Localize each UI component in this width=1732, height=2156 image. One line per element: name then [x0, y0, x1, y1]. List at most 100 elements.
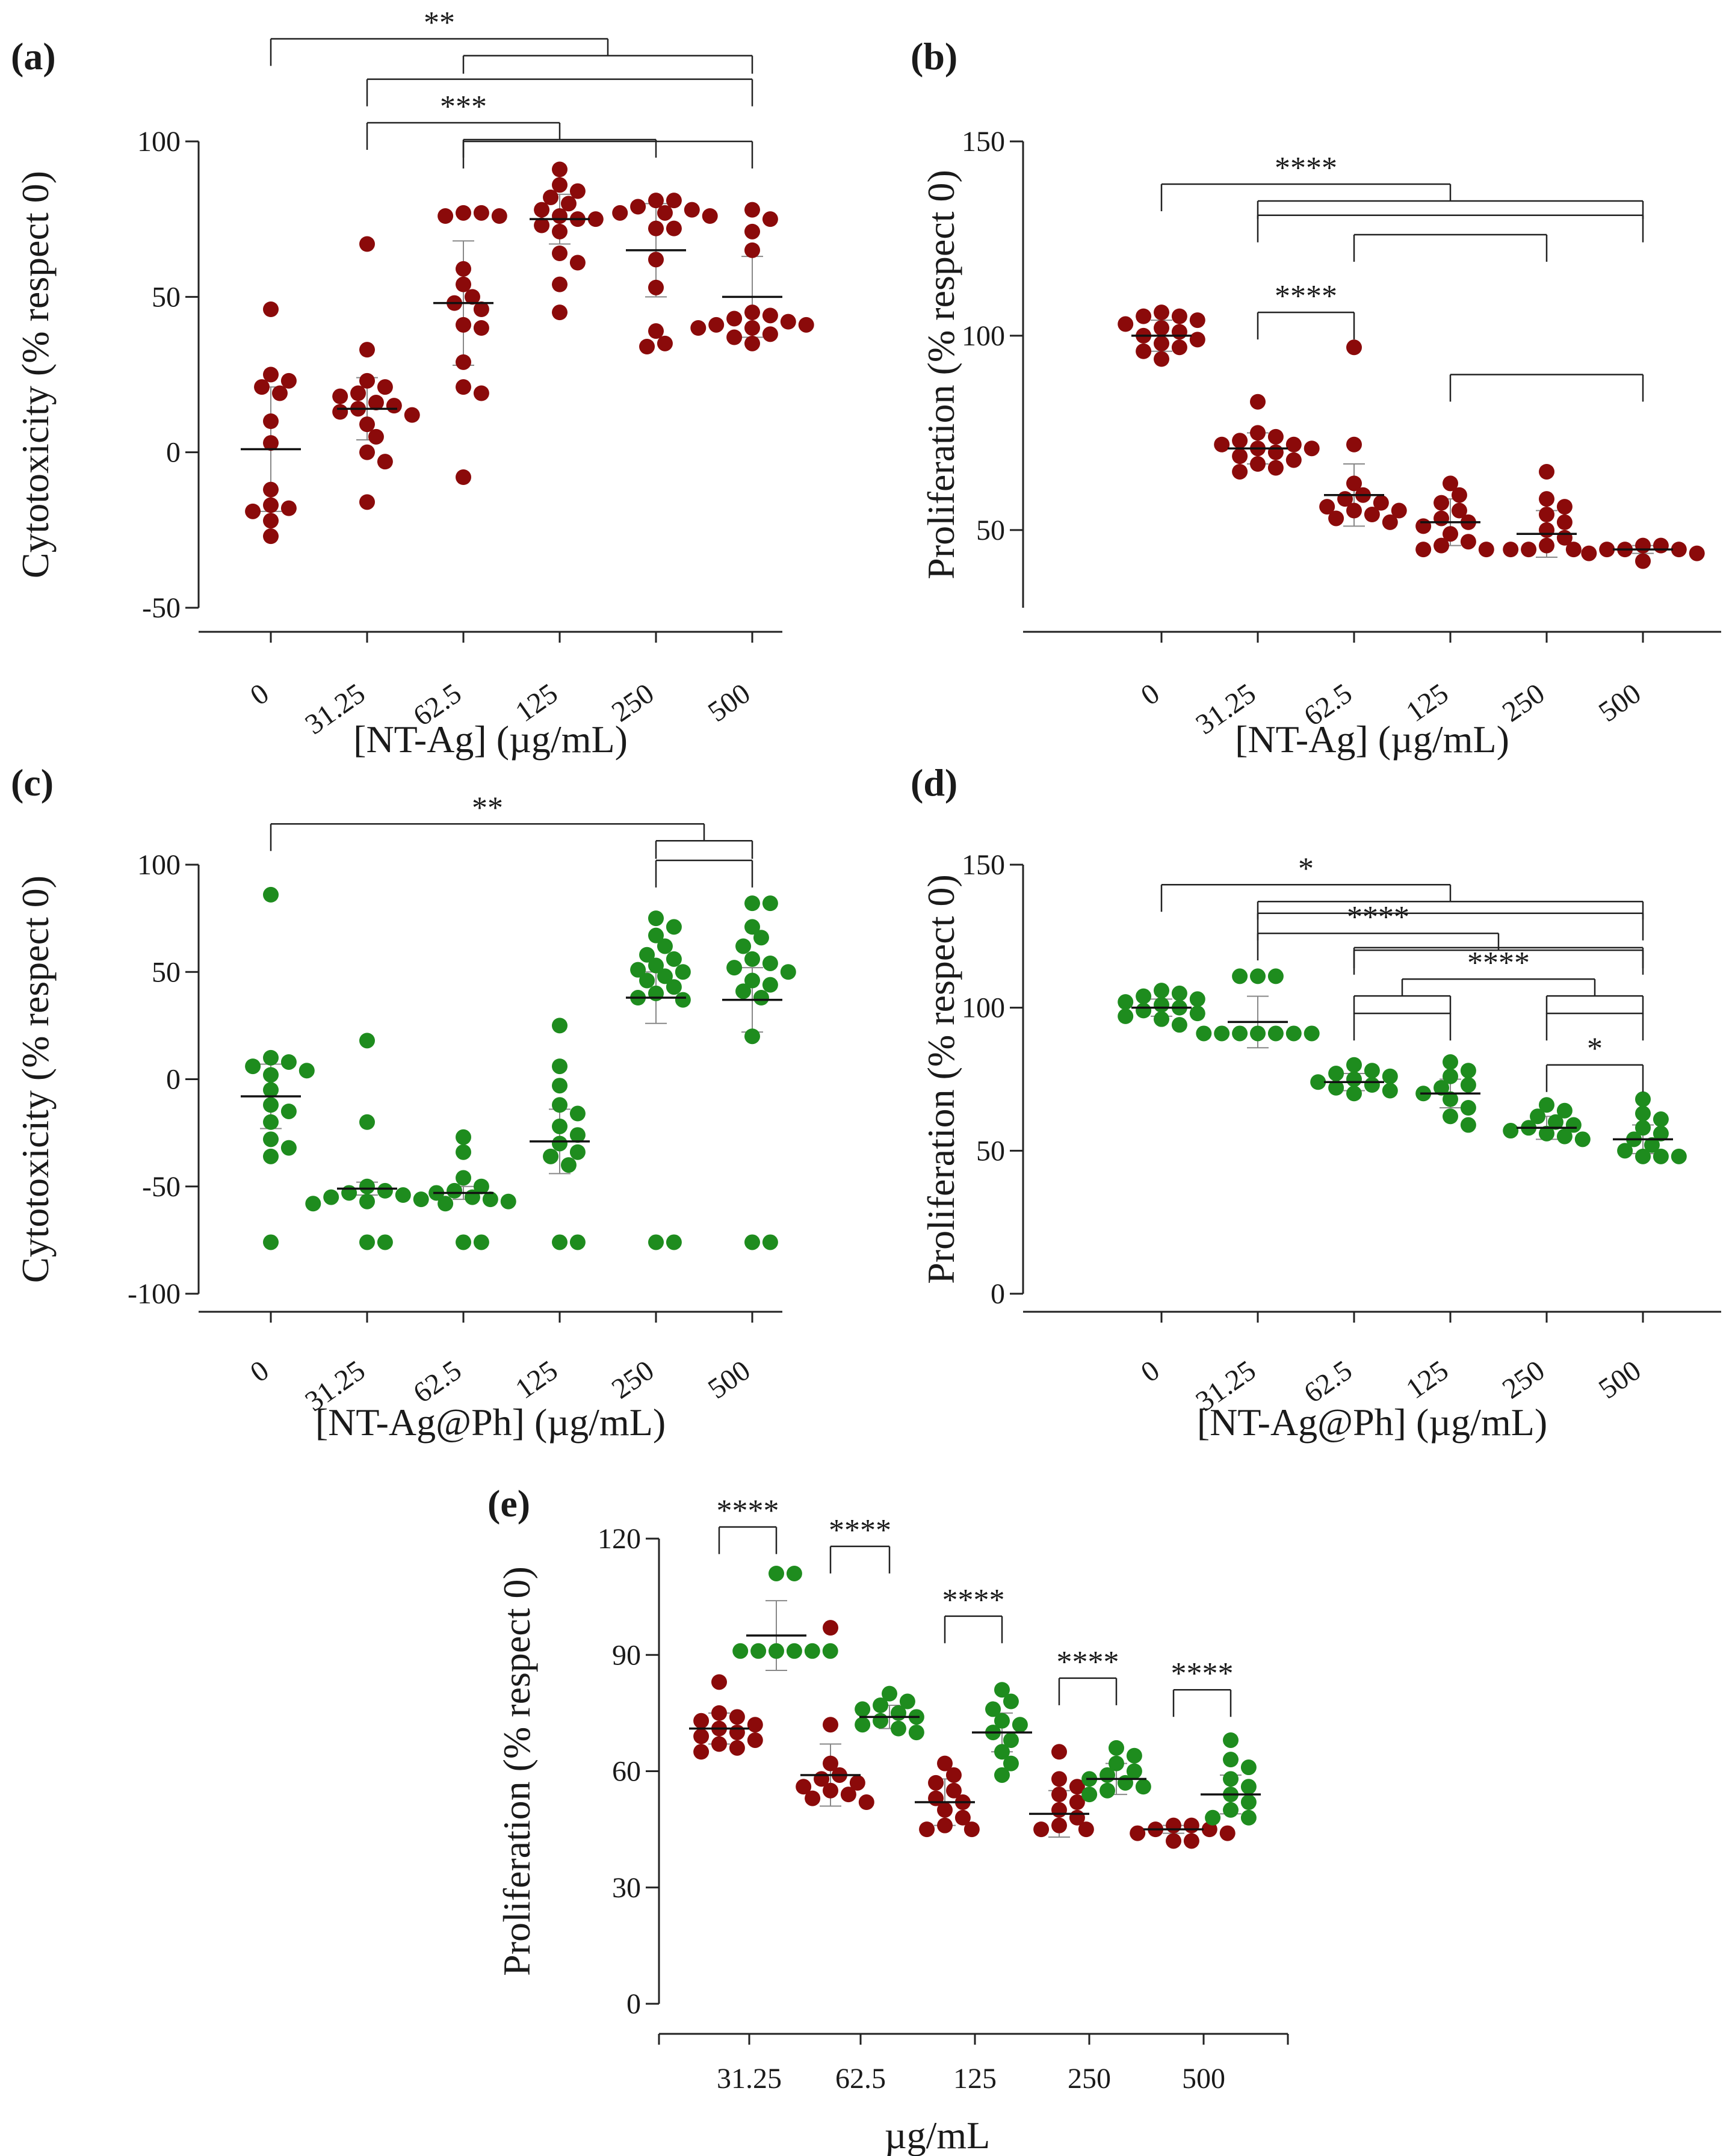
data-point [711, 1705, 727, 1721]
data-point [1154, 320, 1169, 336]
data-point [1346, 436, 1362, 453]
data-point [937, 1817, 953, 1833]
y-tick-label: 0 [166, 1064, 181, 1096]
data-point [245, 503, 261, 519]
data-point [928, 1775, 944, 1791]
significance-bracket: **** [1257, 900, 1644, 969]
data-point [534, 217, 550, 233]
data-point [263, 1114, 279, 1130]
significance-bracket: **** [829, 1513, 891, 1574]
group-9 [1201, 1732, 1261, 1826]
data-point [280, 372, 297, 389]
data-point [648, 220, 664, 236]
data-point [648, 252, 664, 268]
significance-label: **** [829, 1513, 891, 1548]
significance-bracket [1545, 1012, 1644, 1041]
data-point [744, 320, 760, 336]
data-point [648, 957, 664, 974]
data-point [954, 1809, 971, 1826]
data-point [1503, 1123, 1519, 1139]
data-point [1304, 1025, 1320, 1042]
data-point [762, 326, 778, 342]
data-point [994, 1767, 1010, 1783]
group-0 [689, 1674, 763, 1760]
y-tick-label: 90 [612, 1639, 641, 1671]
x-tick-label: 500 [1182, 2063, 1225, 2095]
data-point [994, 1682, 1010, 1698]
data-point [1069, 1794, 1085, 1811]
data-point [1126, 1747, 1142, 1764]
data-point [823, 1755, 838, 1771]
significance-bracket [1257, 912, 1644, 941]
data-point [1171, 1017, 1187, 1033]
data-point [1547, 1114, 1563, 1130]
group-4 [1503, 463, 1582, 558]
data-point [963, 1821, 980, 1838]
data-point [1154, 983, 1169, 999]
significance-bracket [1353, 233, 1548, 262]
data-point [298, 1063, 315, 1079]
data-point [1460, 534, 1476, 550]
data-point [1240, 1779, 1257, 1795]
data-point [1267, 968, 1284, 984]
data-point [1232, 433, 1248, 449]
x-tick-label: 0 [1135, 678, 1165, 712]
y-tick-label: 50 [152, 956, 181, 988]
data-point [919, 1821, 935, 1838]
data-point [1478, 542, 1494, 558]
group-3 [855, 1685, 924, 1741]
group-2 [1310, 1057, 1398, 1102]
data-point [1443, 475, 1458, 492]
data-point [438, 208, 454, 224]
data-point [350, 385, 367, 401]
data-point [762, 895, 778, 912]
y-tick-label: 150 [962, 849, 1005, 881]
data-point [1503, 542, 1519, 558]
data-point [1644, 1137, 1660, 1153]
y-tick-label: -100 [128, 1278, 181, 1310]
data-point [1171, 308, 1187, 324]
data-point [684, 202, 700, 218]
data-point [1415, 542, 1432, 558]
data-point [1189, 991, 1205, 1007]
group-4 [915, 1755, 980, 1838]
data-point [1451, 487, 1467, 503]
y-tick-label: 100 [137, 849, 181, 881]
group-0 [241, 886, 315, 1250]
data-point [1328, 1065, 1344, 1081]
data-point [271, 385, 288, 401]
group-4 [626, 910, 691, 1250]
data-point [657, 205, 673, 221]
data-point [780, 314, 796, 330]
data-point [753, 990, 769, 1006]
data-point [1250, 1025, 1266, 1042]
data-point [744, 919, 760, 935]
data-point [1223, 1771, 1239, 1787]
data-point [1069, 1779, 1085, 1795]
data-point [1319, 499, 1335, 515]
data-point [473, 320, 489, 336]
data-point [359, 416, 375, 433]
data-point [1382, 1083, 1398, 1099]
data-point [263, 1131, 279, 1147]
data-point [1443, 526, 1458, 542]
data-point [323, 1189, 339, 1205]
data-point [1346, 1086, 1362, 1102]
data-point [762, 955, 778, 971]
data-point [1539, 1097, 1554, 1113]
data-point [858, 1794, 874, 1811]
data-point [1118, 316, 1134, 332]
data-point [1539, 1125, 1554, 1141]
data-point [762, 307, 778, 324]
data-point [552, 1097, 568, 1113]
group-2 [428, 1129, 516, 1250]
data-point [1635, 1148, 1651, 1164]
data-point [1171, 985, 1187, 1001]
data-point [711, 1736, 727, 1752]
panel-label: (a) [11, 35, 56, 78]
data-point [693, 1713, 710, 1729]
y-tick-label: 100 [962, 992, 1005, 1024]
data-point [675, 964, 691, 980]
data-point [1346, 502, 1362, 519]
data-point [341, 1185, 357, 1201]
